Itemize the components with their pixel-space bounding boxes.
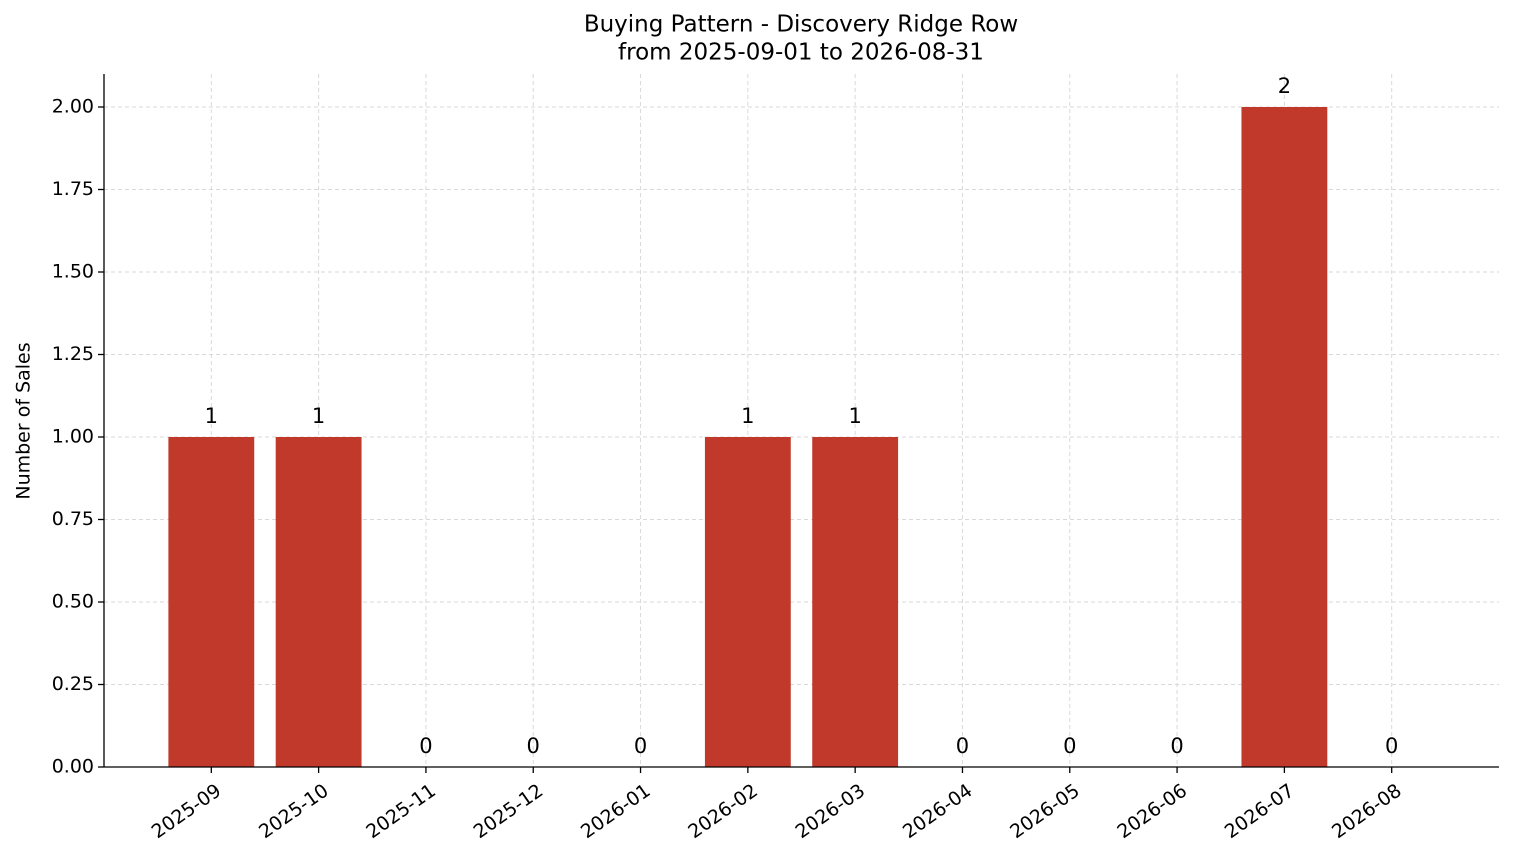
x-tick-label: 2025-10 [255,780,333,844]
bar [704,437,791,767]
x-tick-label: 2025-09 [148,780,226,844]
value-label: 0 [634,734,647,758]
value-label: 1 [848,404,861,428]
bar [168,437,255,767]
y-tick-label: 2.00 [52,96,94,118]
y-axis-label: Number of Sales [13,342,35,499]
x-tick-label: 2026-01 [577,780,655,844]
y-tick-label: 0.50 [52,591,94,613]
chart-subtitle: from 2025-09-01 to 2026-08-31 [618,40,984,66]
x-tick-label: 2025-11 [362,780,440,844]
x-tick-label: 2026-02 [684,780,762,844]
x-tick-label: 2026-04 [899,780,977,844]
value-label: 0 [1170,734,1183,758]
x-tick-label: 2026-06 [1113,780,1191,844]
value-label: 1 [741,404,754,428]
y-tick-label: 1.50 [52,261,94,283]
x-tick-label: 2026-05 [1006,780,1084,844]
value-label: 0 [956,734,969,758]
value-label: 0 [1063,734,1076,758]
x-tick-label: 2025-12 [470,780,548,844]
bar [812,437,899,767]
value-label: 0 [527,734,540,758]
value-label: 0 [419,734,432,758]
y-tick-label: 1.25 [52,343,94,365]
value-label: 0 [1385,734,1398,758]
y-tick-label: 1.75 [52,178,94,200]
bar [275,437,362,767]
value-label: 1 [312,404,325,428]
y-tick-label: 0.75 [52,508,94,530]
value-label: 2 [1278,74,1291,98]
y-tick-label: 0.25 [52,673,94,695]
bar [1241,107,1328,767]
y-tick-label: 0.00 [52,756,94,778]
x-tick-label: 2026-03 [792,780,870,844]
y-tick-label: 1.00 [52,426,94,448]
value-label: 1 [205,404,218,428]
x-tick-label: 2026-08 [1328,780,1406,844]
x-tick-label: 2026-07 [1221,780,1299,844]
chart-title: Buying Pattern - Discovery Ridge Row [584,12,1018,38]
